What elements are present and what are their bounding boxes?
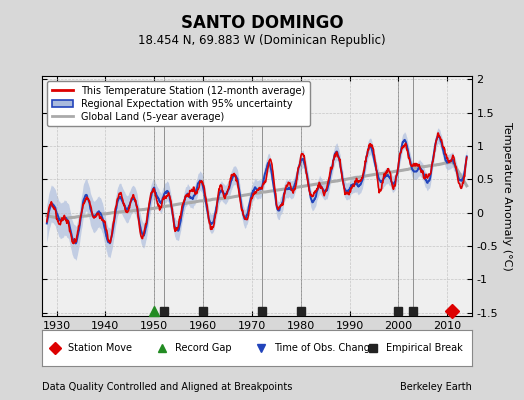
Text: 18.454 N, 69.883 W (Dominican Republic): 18.454 N, 69.883 W (Dominican Republic) (138, 34, 386, 47)
Text: SANTO DOMINGO: SANTO DOMINGO (181, 14, 343, 32)
Legend: This Temperature Station (12-month average), Regional Expectation with 95% uncer: This Temperature Station (12-month avera… (47, 81, 310, 126)
Text: Record Gap: Record Gap (175, 343, 232, 353)
Text: Berkeley Earth: Berkeley Earth (400, 382, 472, 392)
Text: Station Move: Station Move (68, 343, 132, 353)
Text: Time of Obs. Change: Time of Obs. Change (274, 343, 376, 353)
Y-axis label: Temperature Anomaly (°C): Temperature Anomaly (°C) (502, 122, 512, 270)
Text: Data Quality Controlled and Aligned at Breakpoints: Data Quality Controlled and Aligned at B… (42, 382, 292, 392)
Text: Empirical Break: Empirical Break (386, 343, 462, 353)
